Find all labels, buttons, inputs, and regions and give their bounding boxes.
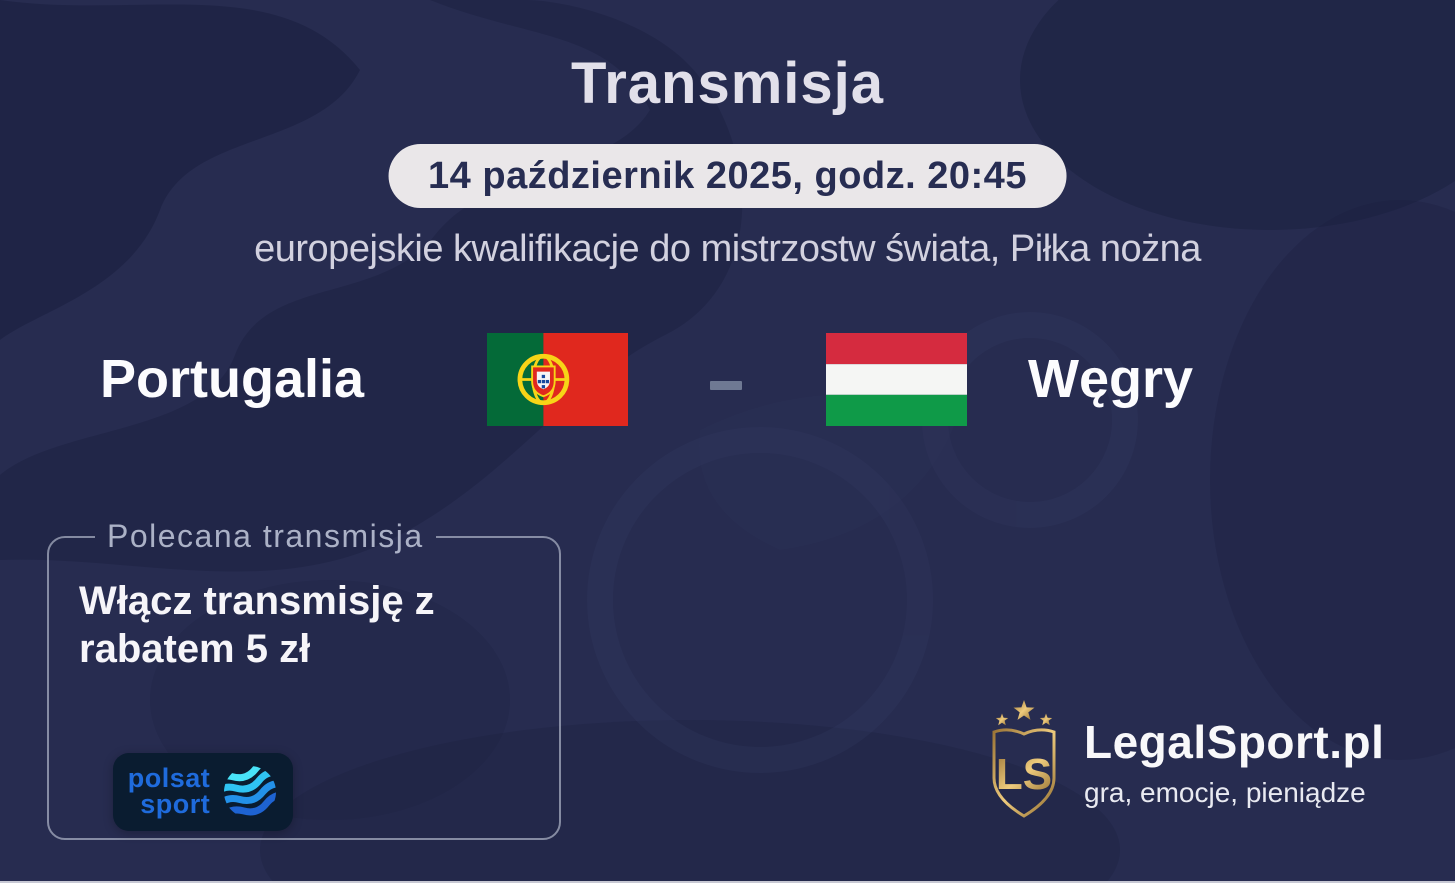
away-team-name: Węgry — [1028, 349, 1194, 409]
polsat-globe-icon — [224, 766, 277, 818]
legalsport-shield-icon: LS — [992, 700, 1056, 818]
competition-subtitle: europejskie kwalifikacje do mistrzostw ś… — [254, 228, 1201, 270]
polsat-wordmark-line1: polsat — [127, 763, 211, 794]
separator-dash: - — [710, 381, 742, 390]
bottom-edge-line — [0, 881, 1455, 883]
brand-name: LegalSport.pl — [1084, 716, 1385, 768]
datetime-badge: 14 październik 2025, godz. 20:45 — [388, 144, 1067, 208]
hungary-flag-icon — [826, 333, 967, 426]
polsat-wordmark-line2: sport — [140, 789, 211, 819]
brand-tagline: gra, emocje, pieniądze — [1084, 777, 1366, 808]
polsat-sport-logo[interactable]: polsat sport — [113, 753, 293, 831]
promo-legend: Polecana transmisja — [107, 518, 424, 554]
shield-stars — [995, 700, 1053, 726]
polsat-wordmark: polsat sport — [127, 763, 211, 819]
match-row: Portugalia - — [0, 332, 1455, 426]
brand-monogram: LS — [996, 750, 1052, 799]
promo-box[interactable]: Polecana transmisja Włącz transmisję z r… — [47, 518, 561, 840]
portugal-flag-icon — [487, 333, 628, 426]
page-title: Transmisja — [570, 51, 885, 116]
legalsport-logo[interactable]: LS LegalSport.pl gra, emocje, pieniądze — [982, 700, 1384, 824]
promo-headline: Włącz transmisję z rabatem 5 zł — [79, 579, 435, 671]
brand-text: LegalSport.pl gra, emocje, pieniądze — [1084, 715, 1384, 809]
datetime-text: 14 październik 2025, godz. 20:45 — [428, 154, 1027, 197]
home-team-name: Portugalia — [100, 349, 365, 409]
